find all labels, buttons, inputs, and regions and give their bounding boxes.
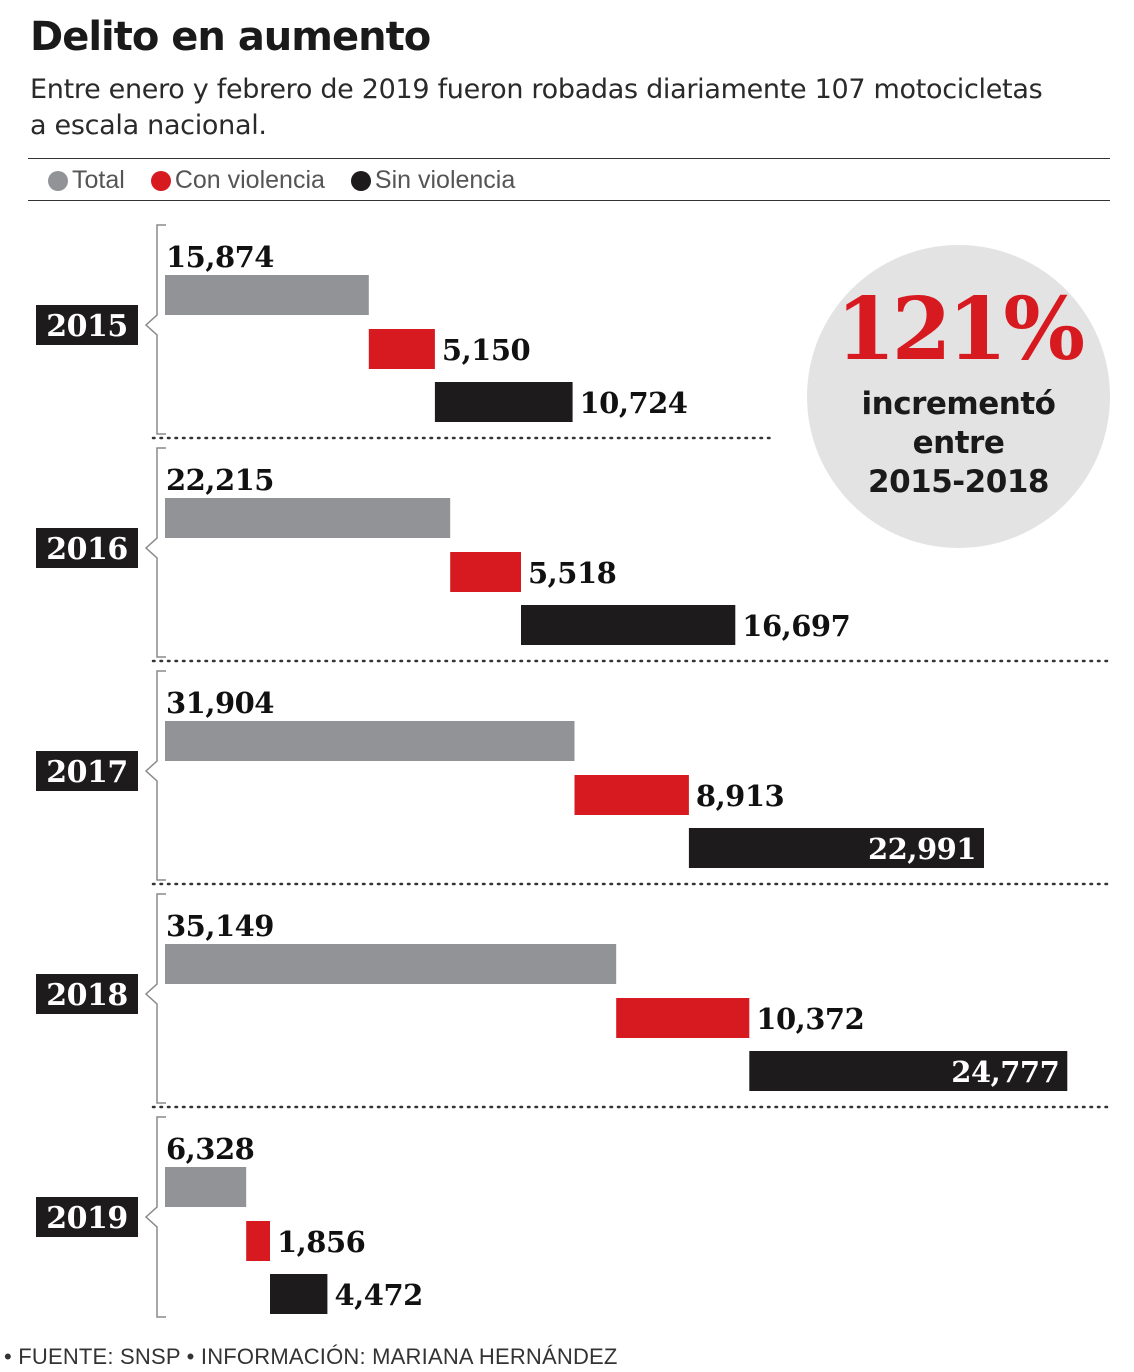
value-label-total-2019: 6,328	[166, 1132, 254, 1166]
value-label-total-2016: 22,215	[166, 463, 274, 497]
value-label-con-violencia-2017: 8,913	[696, 779, 784, 813]
bar-total-2015	[165, 275, 369, 315]
top-rule	[28, 158, 1110, 159]
highlight-circle: 121% incrementó entre 2015-2018	[807, 245, 1110, 548]
year-label-2017: 2017	[46, 755, 128, 790]
legend: Total Con violencia Sin violencia	[48, 166, 515, 195]
bar-con-violencia-2015	[368, 329, 435, 369]
source-footer: • FUENTE: SNSP • INFORMACIÓN: MARIANA HE…	[4, 1344, 618, 1369]
value-label-con-violencia-2018: 10,372	[756, 1002, 864, 1036]
bar-total-2019	[165, 1167, 247, 1207]
legend-dot-total	[48, 170, 68, 191]
legend-bottom-rule	[28, 200, 1110, 201]
value-label-sin-violencia-2018: 24,777	[951, 1055, 1059, 1089]
legend-label-sin-violencia: Sin violencia	[374, 166, 516, 194]
bar-total-2016	[165, 498, 451, 538]
year-label-box-2019	[36, 1197, 138, 1237]
year-label-box-2017	[36, 751, 138, 791]
value-label-total-2018: 35,149	[166, 909, 274, 943]
value-label-con-violencia-2015: 5,150	[442, 333, 530, 367]
bar-total-2018	[165, 944, 617, 984]
year-bracket-2018	[144, 893, 166, 1104]
bar-total-2017	[165, 721, 575, 761]
value-label-sin-violencia-2015: 10,724	[580, 386, 688, 420]
highlight-text: incrementó entre 2015-2018	[861, 386, 1056, 500]
value-label-total-2015: 15,874	[166, 240, 274, 274]
legend-item-total: Total	[48, 166, 125, 195]
bar-sin-violencia-2015	[434, 382, 573, 422]
value-label-sin-violencia-2019: 4,472	[335, 1278, 423, 1312]
bar-sin-violencia-2016	[521, 605, 736, 645]
year-bracket-2017	[144, 670, 166, 881]
year-bracket-2015	[144, 224, 166, 435]
legend-dot-sin-violencia	[350, 170, 371, 191]
bar-con-violencia-2017	[574, 775, 689, 815]
bar-sin-violencia-2018	[749, 1051, 1068, 1091]
legend-item-sin-violencia: Sin violencia	[350, 166, 516, 195]
year-label-2019: 2019	[46, 1201, 128, 1236]
year-label-box-2018	[36, 974, 138, 1014]
bar-con-violencia-2016	[450, 552, 521, 592]
chart-title: Delito en aumento	[30, 14, 431, 60]
value-label-con-violencia-2019: 1,856	[277, 1225, 365, 1259]
year-label-box-2015	[36, 305, 138, 345]
value-label-sin-violencia-2017: 22,991	[868, 832, 976, 866]
highlight-percent: 121%	[835, 279, 1085, 380]
legend-dot-con-violencia	[150, 170, 171, 191]
year-label-2018: 2018	[46, 978, 128, 1013]
legend-label-con-violencia: Con violencia	[174, 166, 325, 194]
year-label-2016: 2016	[46, 532, 128, 567]
chart-subtitle: Entre enero y febrero de 2019 fueron rob…	[30, 74, 1043, 141]
legend-item-con-violencia: Con violencia	[150, 166, 325, 195]
year-label-box-2016	[36, 528, 138, 568]
year-bracket-2019	[144, 1116, 166, 1318]
bar-sin-violencia-2017	[688, 828, 984, 868]
bar-con-violencia-2018	[616, 998, 750, 1038]
value-label-total-2017: 31,904	[166, 686, 274, 720]
value-label-sin-violencia-2016: 16,697	[742, 609, 850, 643]
bar-sin-violencia-2019	[270, 1274, 328, 1314]
year-label-2015: 2015	[46, 309, 128, 344]
year-bracket-2016	[144, 447, 166, 658]
bar-con-violencia-2019	[246, 1221, 270, 1261]
value-label-con-violencia-2016: 5,518	[528, 556, 616, 590]
legend-label-total: Total	[72, 166, 125, 194]
